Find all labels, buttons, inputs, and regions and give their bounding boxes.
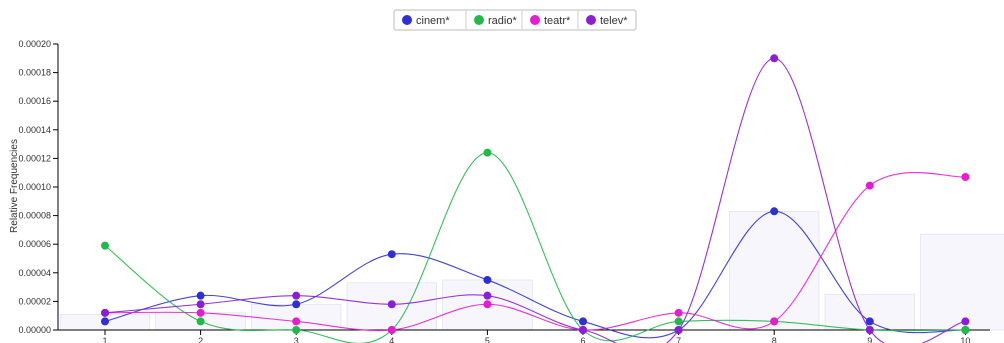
data-point-cinem[interactable] — [387, 250, 396, 259]
legend-box — [393, 9, 637, 31]
data-point-teatr[interactable] — [865, 181, 874, 190]
y-tick-label: 0.00006 — [18, 239, 51, 249]
data-point-teatr[interactable] — [483, 300, 492, 309]
data-point-telev[interactable] — [770, 54, 779, 63]
series-points — [101, 54, 970, 334]
data-point-cinem[interactable] — [196, 291, 205, 300]
legend-label: telev* — [600, 15, 628, 27]
data-point-telev[interactable] — [865, 326, 874, 334]
x-tick-label: 2 — [198, 336, 203, 343]
background-bar — [920, 233, 1004, 331]
legend-swatch — [402, 15, 412, 25]
data-point-telev[interactable] — [196, 300, 205, 309]
data-point-teatr[interactable] — [674, 308, 683, 317]
data-point-cinem[interactable] — [101, 317, 109, 326]
data-point-teatr[interactable] — [387, 326, 396, 334]
legend-swatch — [530, 15, 540, 25]
y-tick-label: 0.00010 — [18, 182, 51, 192]
y-axis-label: Relative Frequencies — [9, 139, 20, 233]
data-point-cinem[interactable] — [865, 317, 874, 326]
data-point-cinem[interactable] — [292, 300, 301, 309]
data-point-telev[interactable] — [292, 291, 301, 300]
x-tick-label: 3 — [294, 336, 299, 343]
data-point-teatr[interactable] — [961, 172, 970, 181]
data-point-radio[interactable] — [196, 317, 205, 326]
x-tick-label: 6 — [580, 336, 585, 343]
y-tick-label: 0.00000 — [18, 325, 51, 335]
y-tick-label: 0.00016 — [18, 96, 51, 106]
data-point-telev[interactable] — [961, 317, 970, 326]
x-tick-label: 7 — [676, 336, 681, 343]
data-point-radio[interactable] — [961, 326, 970, 334]
data-point-radio[interactable] — [483, 148, 492, 157]
data-point-telev[interactable] — [483, 291, 492, 300]
legend-item-teatr[interactable]: teatr* — [521, 11, 571, 29]
y-tick-label: 0.00012 — [18, 153, 51, 163]
y-tick-label: 0.00020 — [18, 39, 51, 49]
legend-label: teatr* — [544, 15, 571, 27]
data-point-radio[interactable] — [292, 326, 301, 334]
series-lines — [104, 57, 966, 343]
legend[interactable]: cinem* radio* teatr* telev* — [393, 9, 637, 31]
axes: 0.00000 0.00002 0.00004 0.00006 0.00008 0.000… — [18, 39, 990, 343]
data-point-cinem[interactable] — [579, 317, 587, 326]
data-point-telev[interactable] — [674, 326, 683, 334]
y-tick-label: 0.00004 — [18, 268, 51, 278]
x-tick-label: 10 — [960, 336, 970, 343]
legend-swatch — [474, 15, 484, 25]
y-tick-label: 0.00018 — [18, 68, 51, 78]
x-tick-label: 5 — [485, 336, 490, 343]
legend-label: cinem* — [416, 15, 450, 27]
y-tick-label: 0.00008 — [18, 211, 51, 221]
data-point-radio[interactable] — [674, 317, 683, 326]
series-line-telev — [104, 57, 966, 343]
background-bar — [729, 211, 820, 331]
x-tick-label: 1 — [102, 336, 107, 343]
legend-swatch — [586, 15, 596, 25]
legend-item-cinem[interactable]: cinem* — [402, 15, 450, 27]
x-tick-label: 8 — [772, 336, 777, 343]
legend-label: radio* — [488, 15, 517, 27]
legend-item-radio[interactable]: radio* — [465, 11, 517, 29]
x-tick-label: 4 — [389, 336, 394, 343]
data-point-cinem[interactable] — [483, 275, 492, 284]
data-point-telev[interactable] — [101, 308, 109, 317]
data-point-radio[interactable] — [101, 241, 109, 250]
series-line-teatr — [104, 172, 966, 332]
data-point-cinem[interactable] — [770, 207, 779, 216]
legend-item-telev[interactable]: telev* — [577, 11, 628, 29]
series-line-radio — [104, 152, 966, 343]
y-tick-label: 0.00014 — [18, 125, 51, 135]
y-tick-label: 0.00002 — [18, 296, 51, 306]
data-point-teatr[interactable] — [770, 317, 779, 326]
data-point-telev[interactable] — [579, 326, 587, 334]
data-point-telev[interactable] — [387, 300, 396, 309]
x-tick-label: 9 — [867, 336, 872, 343]
data-point-teatr[interactable] — [292, 317, 301, 326]
series-line-cinem — [104, 210, 966, 339]
data-point-teatr[interactable] — [196, 308, 205, 317]
